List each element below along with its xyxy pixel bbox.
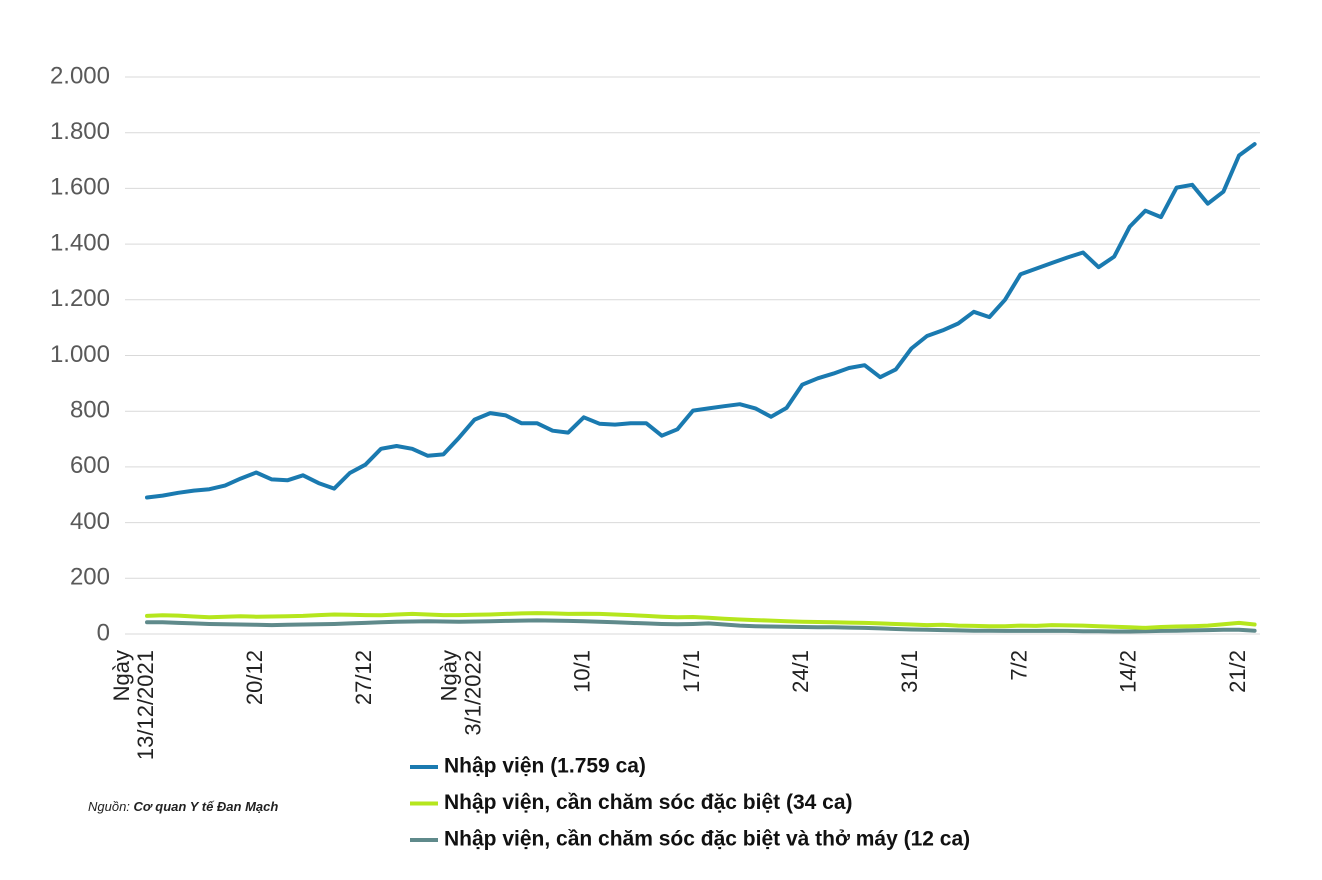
y-tick-label: 1.200 (50, 285, 110, 312)
x-tick-label: 31/1 (897, 650, 922, 693)
source-label: Nguồn: (88, 799, 130, 814)
x-tick-label: 27/12 (351, 650, 376, 705)
y-tick-label: 0 (97, 619, 110, 646)
x-tick-label: 7/2 (1006, 650, 1031, 681)
y-tick-label: 2.000 (50, 62, 110, 89)
y-tick-label: 1.800 (50, 118, 110, 145)
x-tick-label: 10/1 (570, 650, 595, 693)
y-tick-label: 1.000 (50, 341, 110, 368)
y-tick-label: 800 (70, 397, 110, 424)
y-tick-label: 1.600 (50, 174, 110, 201)
x-tick-line: 13/12/2021 (133, 650, 158, 760)
source: Nguồn: Cơ quan Y tế Đan Mạch (88, 799, 278, 814)
legend-label: Nhập viện, cần chăm sóc đặc biệt và thở … (444, 828, 970, 851)
x-tick-line: Ngày (436, 650, 461, 701)
series-line (145, 618, 1257, 634)
x-tick-label: 21/2 (1225, 650, 1250, 693)
y-tick-label: 400 (70, 508, 110, 535)
x-tick-label: 14/2 (1116, 650, 1141, 693)
x-tick-label: 24/1 (788, 650, 813, 693)
legend-label: Nhập viện (1.759 ca) (444, 755, 646, 778)
y-tick-label: 600 (70, 452, 110, 479)
x-tick-label: Ngày13/12/2021 (109, 650, 158, 760)
source-name: Cơ quan Y tế Đan Mạch (134, 799, 279, 814)
x-tick-label: Ngày3/1/2022 (436, 650, 485, 736)
series-line (145, 611, 1257, 630)
y-tick-label: 200 (70, 564, 110, 591)
series-line (145, 142, 1257, 500)
x-tick-line: Ngày (109, 650, 134, 701)
x-tick-label: 17/1 (679, 650, 704, 693)
y-tick-label: 1.400 (50, 229, 110, 256)
x-tick-line: 3/1/2022 (460, 650, 485, 736)
x-tick-label: 20/12 (242, 650, 267, 705)
legend-label: Nhập viện, cần chăm sóc đặc biệt (34 ca) (444, 791, 853, 814)
